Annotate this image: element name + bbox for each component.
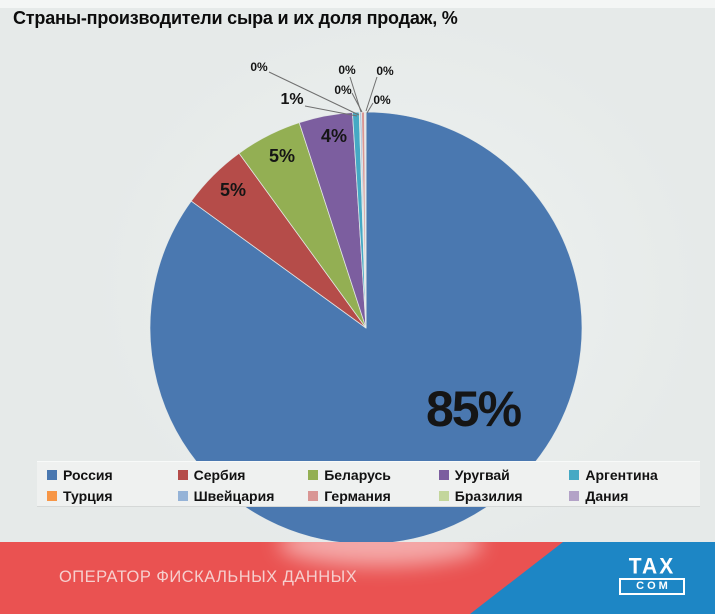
legend-label: Бразилия [454, 487, 523, 504]
legend-label: Дания [585, 487, 629, 504]
legend-label: Швейцария [193, 487, 275, 504]
legend-item: Дания [569, 485, 700, 506]
legend-item: Швейцария [177, 485, 309, 506]
legend-swatch [177, 469, 188, 480]
taxcom-logo: TAX COM [619, 554, 685, 595]
pie-slice-label: 85% [425, 381, 522, 437]
legend-label: Россия [63, 466, 113, 483]
legend-item: Германия [308, 485, 439, 506]
chart-title: Страны-производители сыра и их доля прод… [13, 8, 458, 28]
legend-item: Аргентина [569, 464, 700, 485]
legend-swatch [438, 469, 449, 480]
taxcom-logo-tax-text: TAX [628, 554, 676, 579]
legend-item: Сербия [177, 464, 309, 485]
legend-swatch [177, 490, 188, 501]
legend-swatch [47, 490, 57, 501]
legend-swatch [308, 490, 319, 501]
pie-slice-label: 4% [320, 126, 348, 146]
legend-grid: Россия Сербия Беларусь Уругвай Аргентина Турц… [37, 462, 700, 506]
leader-line [268, 71, 360, 116]
pie-slice-label: 0% [338, 63, 356, 77]
leader-line [351, 92, 363, 113]
legend-swatch [438, 490, 449, 501]
legend-label: Беларусь [324, 466, 391, 483]
legend-swatch [569, 490, 580, 501]
legend-item: Россия [47, 464, 178, 485]
pie-slice-label: 5% [219, 180, 247, 200]
legend-swatch [569, 469, 580, 480]
pie-shadow-glow [278, 542, 483, 566]
pie-slice-label: 0% [373, 93, 391, 107]
taxcom-logo-com-text: COM [619, 578, 685, 595]
legend-swatch [308, 469, 319, 480]
legend-item: Турция [47, 485, 178, 506]
legend-label: Германия [324, 487, 391, 504]
footer-slogan: ОПЕРАТОР ФИСКАЛЬНЫХ ДАННЫХ [59, 567, 358, 586]
pie-slice-label: 5% [268, 146, 296, 166]
legend-label: Аргентина [585, 466, 658, 483]
leader-line [366, 102, 374, 114]
leader-line [365, 76, 378, 112]
legend-item: Уругвай [438, 464, 570, 485]
legend-swatch [47, 469, 57, 480]
legend-item: Бразилия [438, 485, 570, 506]
legend-label: Сербия [193, 466, 246, 483]
legend-label: Уругвай [454, 466, 510, 483]
pie-slice [364, 111, 367, 329]
legend: Россия Сербия Беларусь Уругвай Аргентина Турц… [37, 461, 700, 507]
top-strip [0, 0, 715, 8]
pie-slice-label: 1% [280, 91, 304, 108]
leader-line [304, 105, 358, 117]
pie-slice-label: 0% [250, 60, 268, 74]
legend-label: Турция [63, 487, 113, 504]
legend-item: Беларусь [308, 464, 439, 485]
pie-slice-label: 0% [334, 83, 352, 97]
footer-banner: ОПЕРАТОР ФИСКАЛЬНЫХ ДАННЫХ TAX COM [0, 542, 715, 614]
pie-slice-label: 0% [376, 64, 394, 78]
